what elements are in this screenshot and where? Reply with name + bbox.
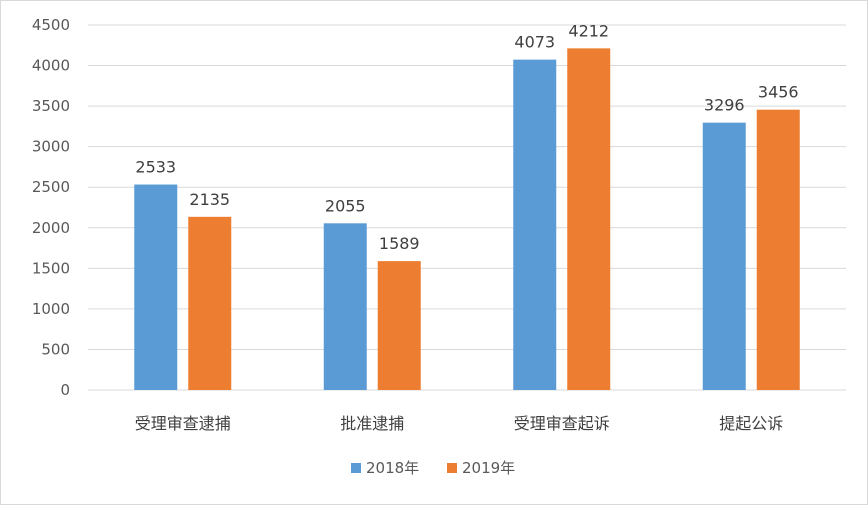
legend-label: 2018年	[366, 459, 419, 477]
y-axis-ticks: 0 500 1000 1500 2000 2500 3000 3500 4000 4500	[32, 16, 70, 399]
data-label: 3296	[704, 96, 745, 115]
y-tick-label: 2000	[32, 219, 70, 237]
legend-swatch	[447, 463, 457, 473]
data-label: 2055	[325, 196, 366, 215]
bar-2018年-受理审查逮捕	[134, 184, 178, 390]
data-label: 1589	[379, 234, 420, 253]
data-label: 4212	[568, 21, 609, 40]
y-tick-label: 1500	[32, 259, 70, 277]
y-tick-label: 3000	[32, 138, 70, 156]
bar-2018年-批准逮捕	[323, 223, 367, 390]
bar-2019年-受理审查起诉	[567, 48, 611, 391]
data-labels: 2533 2135 2055 1589 4073 4212 3296 3456	[135, 21, 798, 253]
bar-2018年-提起公诉	[702, 122, 746, 390]
y-tick-label: 2500	[32, 178, 70, 196]
y-tick-label: 4000	[32, 57, 70, 75]
category-label: 受理审查逮捕	[135, 414, 231, 433]
category-label: 批准逮捕	[340, 414, 404, 433]
category-label: 受理审查起诉	[514, 414, 610, 433]
data-label: 2533	[135, 158, 176, 177]
category-label: 提起公诉	[719, 414, 783, 433]
data-label: 2135	[189, 190, 230, 209]
legend-swatch	[351, 463, 361, 473]
bar-2018年-受理审查起诉	[513, 59, 557, 390]
y-tick-label: 1000	[32, 300, 70, 318]
data-label: 4073	[514, 33, 555, 52]
bars	[134, 48, 800, 391]
legend-label: 2019年	[462, 459, 515, 477]
y-tick-label: 500	[41, 340, 70, 358]
y-tick-label: 3500	[32, 97, 70, 115]
bar-2019年-受理审查逮捕	[188, 216, 232, 390]
data-label: 3456	[758, 83, 799, 102]
y-tick-label: 0	[60, 381, 70, 399]
y-tick-label: 4500	[32, 16, 70, 34]
x-axis-categories: 受理审查逮捕 批准逮捕 受理审查起诉 提起公诉	[135, 414, 784, 433]
legend: 2018年 2019年	[351, 459, 515, 477]
bar-2019年-提起公诉	[756, 109, 800, 391]
bar-2019年-批准逮捕	[377, 261, 421, 390]
